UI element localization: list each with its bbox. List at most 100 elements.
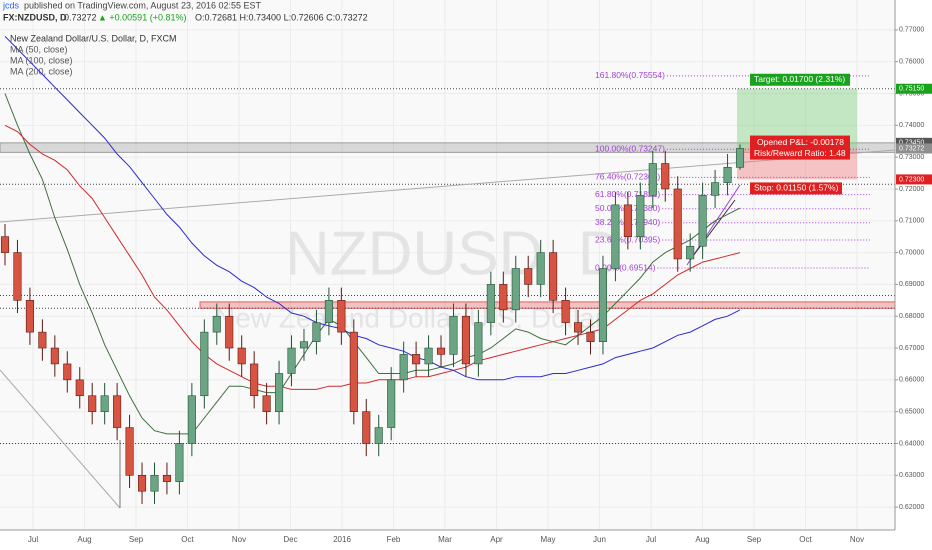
- candle-body: [250, 363, 259, 397]
- candle-body: [636, 195, 645, 237]
- watermark-description: New Zealand Dollar/U.S. Dollar: [215, 302, 604, 333]
- candle-body: [449, 315, 458, 355]
- x-tick-label: Apr: [490, 535, 503, 544]
- price-marker-label: 0.73272: [899, 145, 924, 152]
- trend-line: [0, 149, 896, 223]
- position-label-box: [750, 73, 850, 86]
- trend-line: [689, 199, 736, 261]
- candle-body: [337, 300, 346, 333]
- candle-body: [237, 347, 246, 365]
- x-tick-label: Oct: [181, 535, 194, 544]
- time-axis: [0, 530, 895, 550]
- watermark-symbol: NZDUSD, D: [285, 219, 623, 288]
- candle-body: [299, 341, 309, 349]
- candle-body: [38, 331, 47, 349]
- price-marker: [896, 137, 932, 148]
- position-label: Risk/Reward Ratio: 1.48: [754, 148, 846, 158]
- candle-body: [113, 395, 122, 428]
- x-tick-label: Sep: [747, 535, 762, 544]
- candle-body: [686, 245, 695, 260]
- fib-label: 161.80%(0.75554): [595, 70, 665, 80]
- price-marker: [896, 83, 932, 94]
- y-tick-label: 0.76000: [899, 59, 924, 66]
- y-tick-label: 0.62000: [899, 504, 924, 511]
- position-labels: Target: 0.01700 (2.31%) Opened P&L: -0.00…: [750, 73, 850, 195]
- candle-body: [436, 347, 446, 355]
- y-tick-label: 0.68000: [899, 313, 924, 320]
- y-tick-label: 0.75000: [899, 90, 924, 97]
- published: published on TradingView.com, August 23,…: [24, 0, 261, 10]
- y-tick-label: 0.71000: [899, 218, 924, 225]
- x-tick-label: Nov: [850, 535, 864, 544]
- candle-body: [461, 315, 470, 365]
- candle-body: [225, 315, 234, 349]
- candle-body: [200, 331, 209, 397]
- x-tick-label: May: [540, 535, 555, 544]
- legend-entry: MA (200, close): [10, 66, 73, 76]
- fib-label: 100.00%(0.73247): [595, 144, 665, 154]
- candle-body: [137, 474, 147, 492]
- moving-average: [4, 35, 741, 381]
- y-tick-label: 0.72000: [899, 186, 924, 193]
- candle-body: [698, 195, 707, 247]
- position-label: Target: 0.01700 (2.31%): [754, 74, 845, 84]
- x-tick-label: Sep: [129, 535, 144, 544]
- x-tick-label: Feb: [387, 535, 401, 544]
- candle-body: [50, 347, 59, 365]
- chart-title: New Zealand Dollar/U.S. Dollar, D, FXCM: [10, 33, 177, 43]
- candle-body: [75, 379, 84, 397]
- candle-body: [611, 204, 620, 269]
- candle-body: [324, 300, 333, 323]
- price-marker: [896, 143, 932, 154]
- y-tick-label: 0.66000: [899, 377, 924, 384]
- price-axis: [895, 0, 932, 550]
- trend-line: [0, 369, 121, 509]
- fib-label: 0.00%(0.69514): [595, 262, 656, 272]
- legend-entry: MA (50, close): [10, 44, 68, 54]
- x-tick-label: Aug: [77, 535, 91, 544]
- y-tick-label: 0.73000: [899, 154, 924, 161]
- candle-body: [424, 347, 433, 365]
- candle-body: [175, 443, 184, 482]
- y-tick-label: 0.67000: [899, 345, 924, 352]
- author: jcds: [2, 0, 20, 10]
- y-tick-label: 0.74000: [899, 122, 924, 129]
- candle-body: [374, 427, 383, 444]
- candle-body: [212, 315, 221, 333]
- y-tick-label: 0.69000: [899, 281, 924, 288]
- candle-body: [399, 354, 408, 381]
- candle-body: [648, 163, 657, 196]
- price-marker: [896, 174, 932, 185]
- candle-body: [536, 252, 545, 285]
- position-label-box: [750, 135, 850, 160]
- x-tick-label: Nov: [232, 535, 246, 544]
- axes: 0.77000 0.76000 0.75000 0.74000 0.73000 0.720…: [28, 27, 932, 544]
- candle-body: [287, 347, 296, 374]
- fib-label: 76.40%(0.72366): [595, 172, 660, 182]
- candle-body: [312, 322, 321, 342]
- candle-body: [125, 427, 134, 476]
- x-tick-label: 2016: [333, 535, 351, 544]
- candle-body: [735, 148, 745, 168]
- position-label-box: [750, 182, 842, 195]
- candle-body: [574, 322, 583, 333]
- y-tick-label: 0.77000: [899, 27, 924, 34]
- candle-body: [586, 331, 595, 342]
- position-label: Opened P&L: -0.00178: [757, 137, 844, 147]
- candle-body: [486, 284, 495, 323]
- y-tick-label: 0.70000: [899, 249, 924, 256]
- candle-body: [100, 395, 109, 412]
- candle-body: [13, 252, 22, 301]
- candle-body: [711, 182, 720, 196]
- candle-body: [25, 300, 34, 333]
- candle-body: [63, 363, 72, 381]
- price-marker-label: 0.75150: [899, 86, 924, 93]
- position-tool: [737, 88, 857, 180]
- candle-body: [362, 411, 371, 444]
- grid: [0, 0, 895, 530]
- y-tick-label: 0.64000: [899, 440, 924, 447]
- candle-body: [474, 322, 483, 365]
- candle-body: [673, 188, 682, 260]
- candle-body: [275, 373, 284, 412]
